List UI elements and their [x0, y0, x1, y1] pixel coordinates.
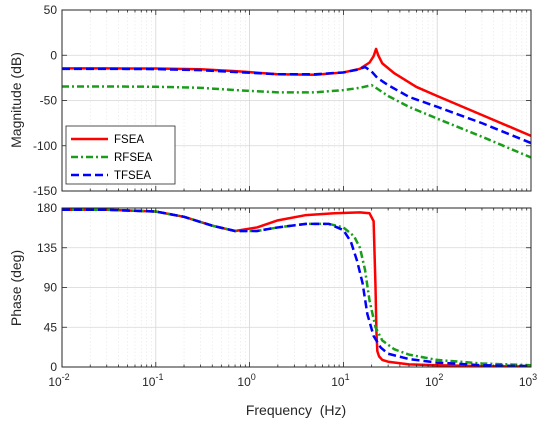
frequency-xlabel: Frequency (Hz) — [246, 402, 346, 418]
phase-ytick-label: 45 — [44, 320, 58, 334]
phase-line-fsea — [62, 208, 531, 367]
phase-ytick-label: 135 — [37, 241, 57, 255]
magnitude-line-tfsea — [62, 65, 531, 145]
legend-fsea-label: FSEA — [114, 134, 144, 146]
phase-series — [62, 208, 531, 367]
legend: FSEA RFSEA TFSEA — [65, 125, 176, 185]
phase-line-tfsea — [62, 208, 531, 367]
phase-ticks: 0 45 90 135 180 10-2 10-1 100 101 102 103 — [37, 201, 537, 389]
legend-rfsea-label: RFSEA — [114, 152, 153, 164]
phase-ytick-label: 180 — [37, 201, 57, 215]
magnitude-ytick-label: -100 — [33, 139, 57, 153]
legend-tfsea-label: TFSEA — [114, 170, 151, 182]
phase-ylabel: Phase (deg) — [8, 250, 24, 326]
xtick-label: 10-1 — [142, 372, 163, 389]
magnitude-ylabel: Magnitude (dB) — [8, 52, 24, 148]
xtick-label: 103 — [519, 372, 537, 389]
xtick-label: 10-2 — [48, 372, 69, 389]
magnitude-ytick-label: -50 — [40, 94, 58, 108]
magnitude-line-rfsea — [62, 83, 531, 159]
magnitude-ytick-label: 0 — [50, 48, 57, 62]
phase-ytick-label: 0 — [50, 360, 57, 374]
xtick-label: 102 — [425, 372, 443, 389]
magnitude-plot: -150 -100 -50 0 50 Magnitude (dB) FSEA RFSEA… — [8, 3, 532, 198]
magnitude-ytick-label: -150 — [33, 184, 57, 198]
xtick-label: 100 — [237, 372, 255, 389]
magnitude-ytick-label: 50 — [44, 3, 58, 17]
magnitude-ticks: -150 -100 -50 0 50 — [33, 3, 532, 198]
phase-ytick-label: 90 — [44, 281, 58, 295]
phase-plot: 0 45 90 135 180 10-2 10-1 100 101 102 103 Phase (d… — [8, 201, 537, 418]
xtick-label: 101 — [331, 372, 349, 389]
magnitude-series — [62, 47, 531, 159]
